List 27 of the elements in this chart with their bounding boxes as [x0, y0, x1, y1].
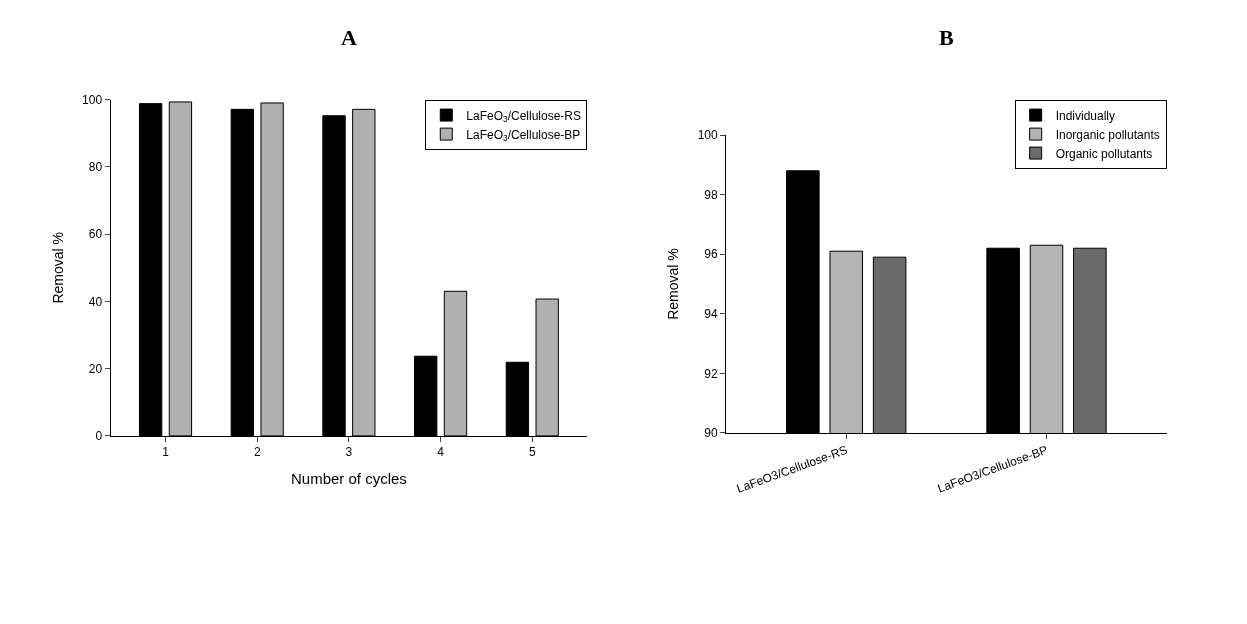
y-tick-label: 96 [704, 247, 719, 262]
y-tick-label: 92 [704, 366, 719, 381]
y-tick-label: 90 [704, 426, 719, 441]
y-tick-label: 60 [88, 227, 103, 242]
y-tick-label: 0 [95, 429, 103, 444]
legend-label: Inorganic pollutants [1055, 127, 1160, 142]
y-tick-label: 100 [82, 92, 103, 107]
y-axis-title: Removal % [49, 231, 66, 304]
x-tick-label: 1 [162, 445, 170, 460]
x-axis-title: Number of cycles [290, 470, 407, 488]
legend-label: Individually [1055, 108, 1116, 123]
y-axis-title: Removal % [665, 248, 682, 320]
y-tick-label: 20 [88, 361, 103, 376]
y-tick-label: 100 [697, 128, 719, 143]
legend-label: LaFeO$_{3}$/Cellulose-BP [466, 127, 581, 144]
legend-label: LaFeO$_{3}$/Cellulose-RS [466, 108, 582, 125]
chart-title: A [341, 25, 357, 50]
y-tick-label: 94 [704, 306, 719, 321]
x-tick-label: 3 [345, 445, 353, 460]
x-tick-label: 4 [437, 445, 445, 460]
chart-title: B [939, 25, 954, 50]
legend-label: Organic pollutants [1055, 146, 1153, 161]
y-tick-label: 80 [88, 160, 103, 175]
y-tick-label: 98 [704, 187, 719, 202]
x-tick-label: 5 [528, 445, 536, 460]
y-tick-label: 40 [88, 294, 103, 309]
x-tick-label: 2 [253, 445, 261, 460]
